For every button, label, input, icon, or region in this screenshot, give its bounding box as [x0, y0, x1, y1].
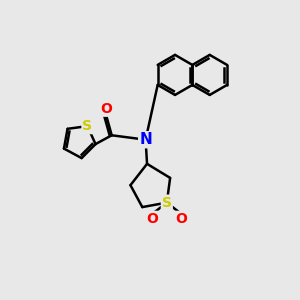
Text: S: S	[162, 196, 172, 210]
Text: O: O	[146, 212, 158, 226]
Text: S: S	[82, 119, 92, 133]
Text: N: N	[139, 132, 152, 147]
Text: O: O	[100, 102, 112, 116]
Text: O: O	[176, 212, 188, 226]
